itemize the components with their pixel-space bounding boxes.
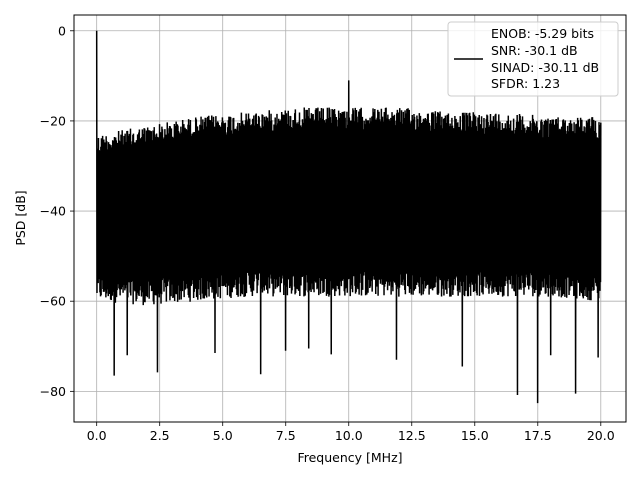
y-tick-label: −60 bbox=[40, 294, 66, 309]
x-tick-label: 5.0 bbox=[213, 428, 233, 443]
y-tick-label: −80 bbox=[40, 384, 66, 399]
x-tick-label: 15.0 bbox=[461, 428, 489, 443]
x-tick-label: 20.0 bbox=[587, 428, 615, 443]
plot-area-frame bbox=[73, 14, 627, 423]
y-tick-label: −20 bbox=[40, 113, 66, 128]
legend-box bbox=[447, 21, 619, 97]
y-tick-label: 0 bbox=[58, 23, 66, 38]
psd-series-line bbox=[95, 30, 602, 404]
x-tick-label: 10.0 bbox=[335, 428, 363, 443]
legend: ENOB: -5.29 bits SNR: -30.1 dB SINAD: -3… bbox=[447, 21, 619, 97]
x-tick-label: 7.5 bbox=[276, 428, 296, 443]
legend-entry-snr: SNR: -30.1 dB bbox=[491, 43, 578, 58]
data-layer bbox=[95, 30, 602, 404]
legend-entry-sinad: SINAD: -30.11 dB bbox=[491, 60, 599, 75]
legend-entry-sfdr: SFDR: 1.23 bbox=[491, 76, 560, 91]
x-tick-label: 12.5 bbox=[398, 428, 426, 443]
x-axis-label: Frequency [MHz] bbox=[297, 450, 402, 465]
x-axis-ticks: 0.0 2.5 5.0 7.5 10.0 12.5 15.0 17.5 20.0 bbox=[87, 422, 615, 443]
y-axis-label: PSD [dB] bbox=[13, 190, 28, 245]
x-tick-label: 17.5 bbox=[524, 428, 552, 443]
x-tick-label: 0.0 bbox=[87, 428, 107, 443]
y-tick-label: −40 bbox=[40, 204, 66, 219]
legend-entry-enob: ENOB: -5.29 bits bbox=[491, 26, 594, 41]
x-tick-label: 2.5 bbox=[150, 428, 170, 443]
y-axis-ticks: 0 −20 −40 −60 −80 bbox=[40, 23, 74, 399]
